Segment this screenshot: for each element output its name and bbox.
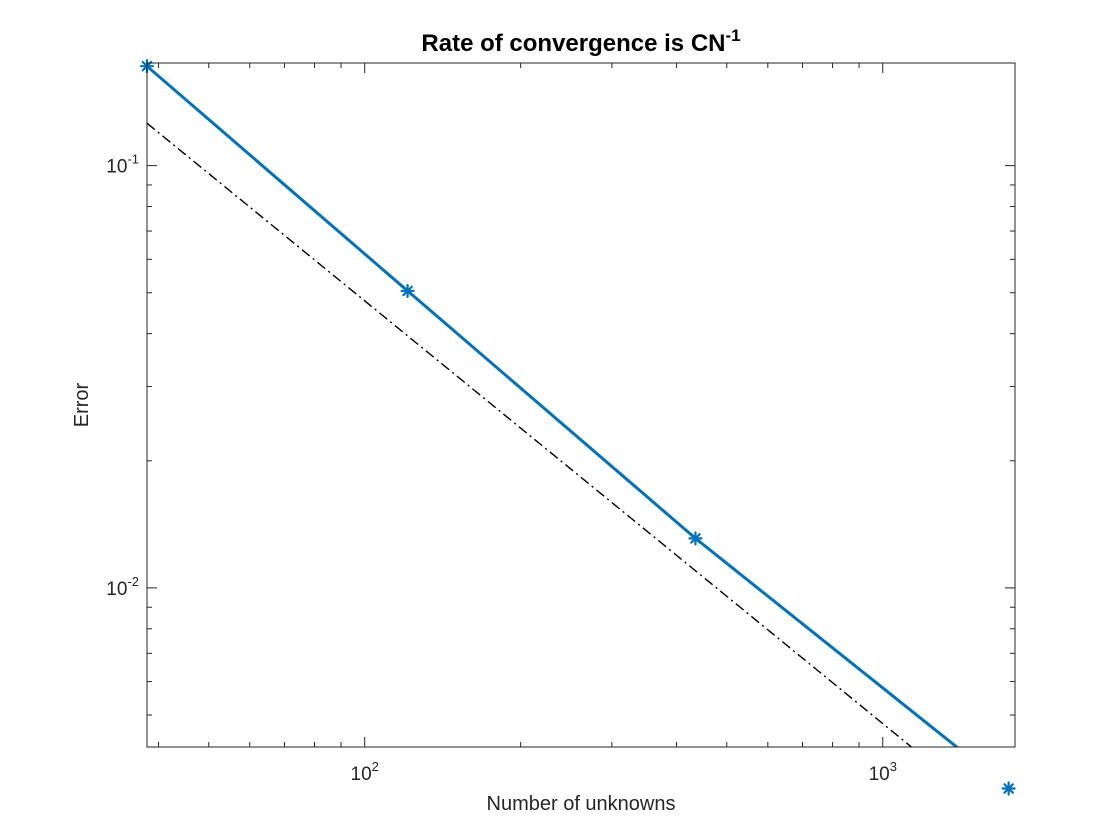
data-point-marker <box>689 532 701 544</box>
chart-title: Rate of convergence is CN-1 <box>421 26 740 57</box>
plot-area <box>147 63 1015 747</box>
x-axis-label: Number of unknowns <box>487 793 676 815</box>
y-tick-label-base: 10 <box>106 579 127 600</box>
x-tick-label-base: 10 <box>351 764 372 785</box>
y-tick-label-base: 10 <box>106 157 127 178</box>
y-tick-label-exponent: -1 <box>127 152 139 167</box>
x-tick-label-exponent: 3 <box>890 759 897 774</box>
chart-title-main: Rate of convergence is CN <box>421 30 725 57</box>
y-tick-label-exponent: -2 <box>127 574 139 589</box>
data-point-marker <box>1003 782 1015 794</box>
x-tick-label-base: 10 <box>869 764 890 785</box>
chart-title-superscript: -1 <box>725 26 740 45</box>
y-axis-label: Error <box>71 382 93 427</box>
x-tick-label-exponent: 2 <box>372 759 379 774</box>
data-point-marker <box>402 285 414 297</box>
